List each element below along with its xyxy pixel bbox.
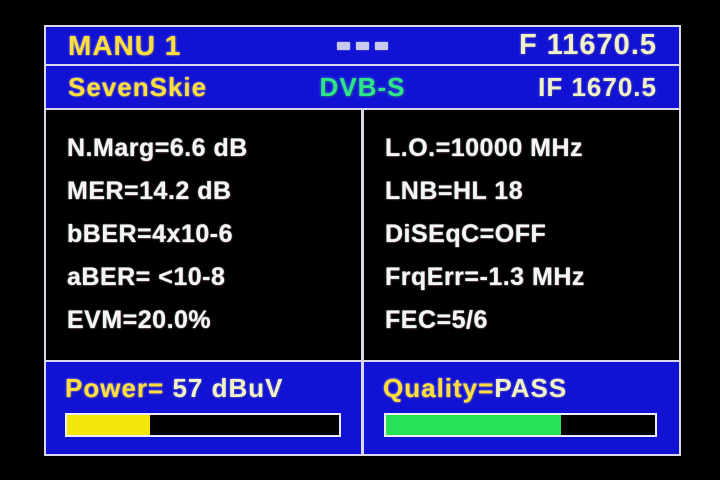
measurement-evm: EVM=20.0% <box>67 306 212 334</box>
quality-label: Quality=PASS <box>383 373 679 404</box>
measurement-fec: FEC=5/6 <box>385 306 488 334</box>
quality-bar <box>384 413 657 437</box>
signal-measurements: N.Marg=6.6 dB MER=14.2 dB bBER=4x10-6 aB… <box>46 110 361 360</box>
divider <box>46 108 679 110</box>
frequency-readout: F 11670.5 <box>519 29 657 61</box>
power-section: Power= 57 dBuV <box>46 362 361 454</box>
battery-indicator-icon <box>337 41 388 50</box>
config-measurements: L.O.=10000 MHz LNB=HL 18 DiSEqC=OFF FrqE… <box>364 110 679 360</box>
subheader-bar: SevenSkie DVB-S IF 1670.5 <box>46 66 679 108</box>
content-frame: MANU 1 F 11670.5 SevenSkie DVB-S IF 1670… <box>44 25 681 456</box>
quality-label-text: Quality= <box>383 373 495 403</box>
satellite-name: SevenSkie <box>68 71 208 102</box>
measurement-lnb: LNB=HL 18 <box>385 177 524 205</box>
preset-label: MANU 1 <box>68 29 182 61</box>
measurement-noise-margin: N.Marg=6.6 dB <box>67 134 248 162</box>
divider <box>361 362 364 454</box>
measurement-aber: aBER= <10-8 <box>67 263 226 291</box>
quality-value: PASS <box>494 373 568 403</box>
power-label: Power= 57 dBuV <box>65 373 361 404</box>
divider <box>46 360 679 362</box>
level-panel: Power= 57 dBuV Quality=PASS <box>46 362 679 454</box>
standard-label: DVB-S <box>319 71 406 102</box>
power-bar <box>65 413 341 437</box>
if-frequency-readout: IF 1670.5 <box>538 71 657 102</box>
power-value: 57 dBuV <box>164 373 284 403</box>
measurements-panel: N.Marg=6.6 dB MER=14.2 dB bBER=4x10-6 aB… <box>46 110 679 360</box>
divider <box>46 64 679 66</box>
measurement-mer: MER=14.2 dB <box>67 177 232 205</box>
divider <box>361 110 364 360</box>
battery-segment-icon <box>337 41 350 50</box>
battery-segment-icon <box>375 41 388 50</box>
battery-segment-icon <box>356 41 369 50</box>
measurement-diseqc: DiSEqC=OFF <box>385 220 547 248</box>
measurement-bber: bBER=4x10-6 <box>67 220 233 248</box>
power-bar-fill <box>67 415 150 435</box>
measurement-freq-error: FrqErr=-1.3 MHz <box>385 263 585 291</box>
power-label-text: Power= <box>65 373 165 403</box>
measurement-lo: L.O.=10000 MHz <box>385 134 584 162</box>
quality-section: Quality=PASS <box>364 362 679 454</box>
quality-bar-fill <box>386 415 561 435</box>
header-bar: MANU 1 F 11670.5 <box>46 27 679 64</box>
